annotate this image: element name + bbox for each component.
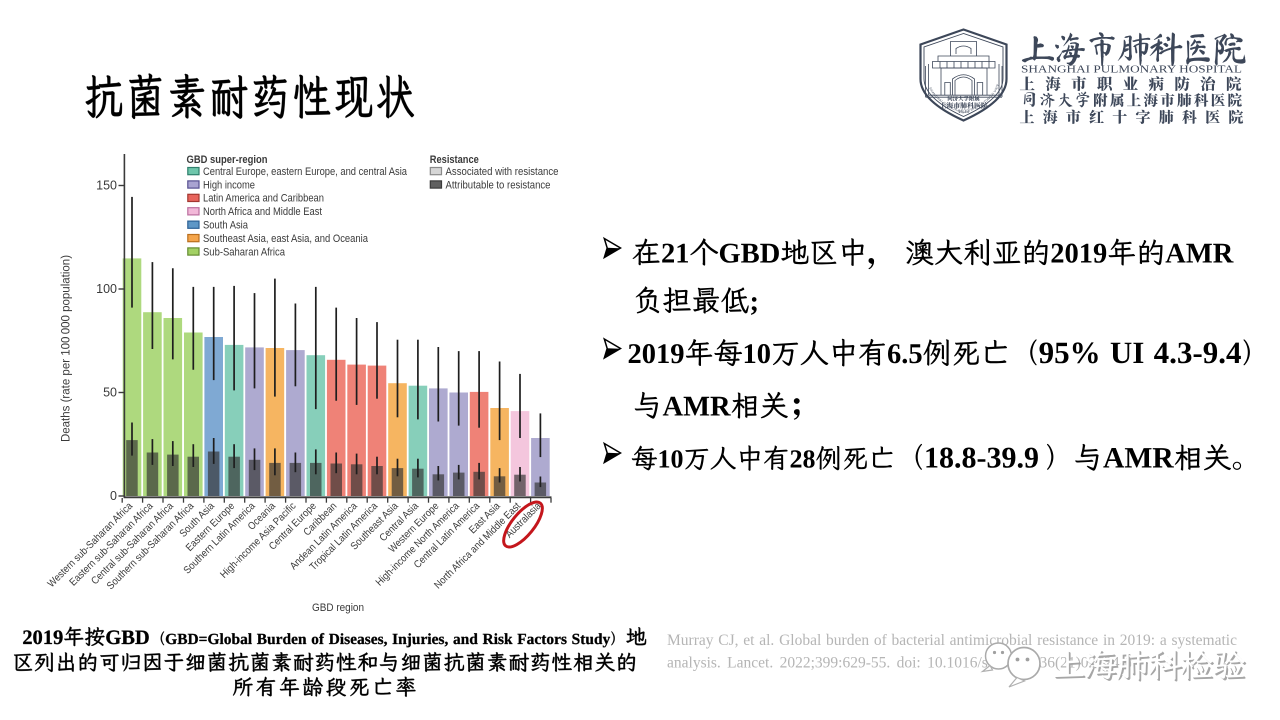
svg-text:Resistance: Resistance [430, 154, 479, 166]
svg-text:Central sub-Saharan Africa: Central sub-Saharan Africa [90, 501, 176, 587]
svg-text:analysis. Lancet. 2022;399:6: analysis. Lancet. 2022;399:629-55. doi: … [667, 655, 1133, 672]
svg-text:Eastern sub-Saharan Africa: Eastern sub-Saharan Africa [68, 501, 156, 589]
svg-text:150: 150 [96, 179, 117, 193]
svg-text:50: 50 [103, 386, 117, 400]
svg-text:1933: 1933 [958, 109, 969, 115]
svg-text:GBD super-region: GBD super-region [187, 154, 268, 166]
svg-text:0: 0 [110, 489, 117, 503]
svg-text:Deaths (rate per 100 000 popul: Deaths (rate per 100 000 population) [61, 255, 73, 442]
svg-text:SHANGHAI PULMONARY HOSPITAL: SHANGHAI PULMONARY HOSPITAL [1021, 65, 1242, 76]
svg-text:North Africa and Middle East: North Africa and Middle East [203, 206, 322, 218]
svg-text:Murray CJ, et al. Global burde: Murray CJ, et al. Global burden of bacte… [667, 632, 1237, 649]
svg-text:Attributable to resistance: Attributable to resistance [446, 179, 551, 191]
svg-text:100: 100 [96, 282, 117, 296]
svg-text:Sub-Saharan Africa: Sub-Saharan Africa [203, 246, 286, 258]
svg-text:High income: High income [203, 179, 255, 191]
svg-text:South Asia: South Asia [203, 220, 249, 232]
svg-text:GBD region: GBD region [312, 602, 364, 614]
svg-text:Southeast Asia, east Asia, and: Southeast Asia, east Asia, and Oceania [203, 233, 369, 245]
svg-text:Latin America and Caribbean: Latin America and Caribbean [203, 193, 324, 205]
svg-text:Central Europe, eastern Europe: Central Europe, eastern Europe, and cent… [203, 166, 408, 178]
svg-text:Associated with resistance: Associated with resistance [446, 166, 559, 178]
